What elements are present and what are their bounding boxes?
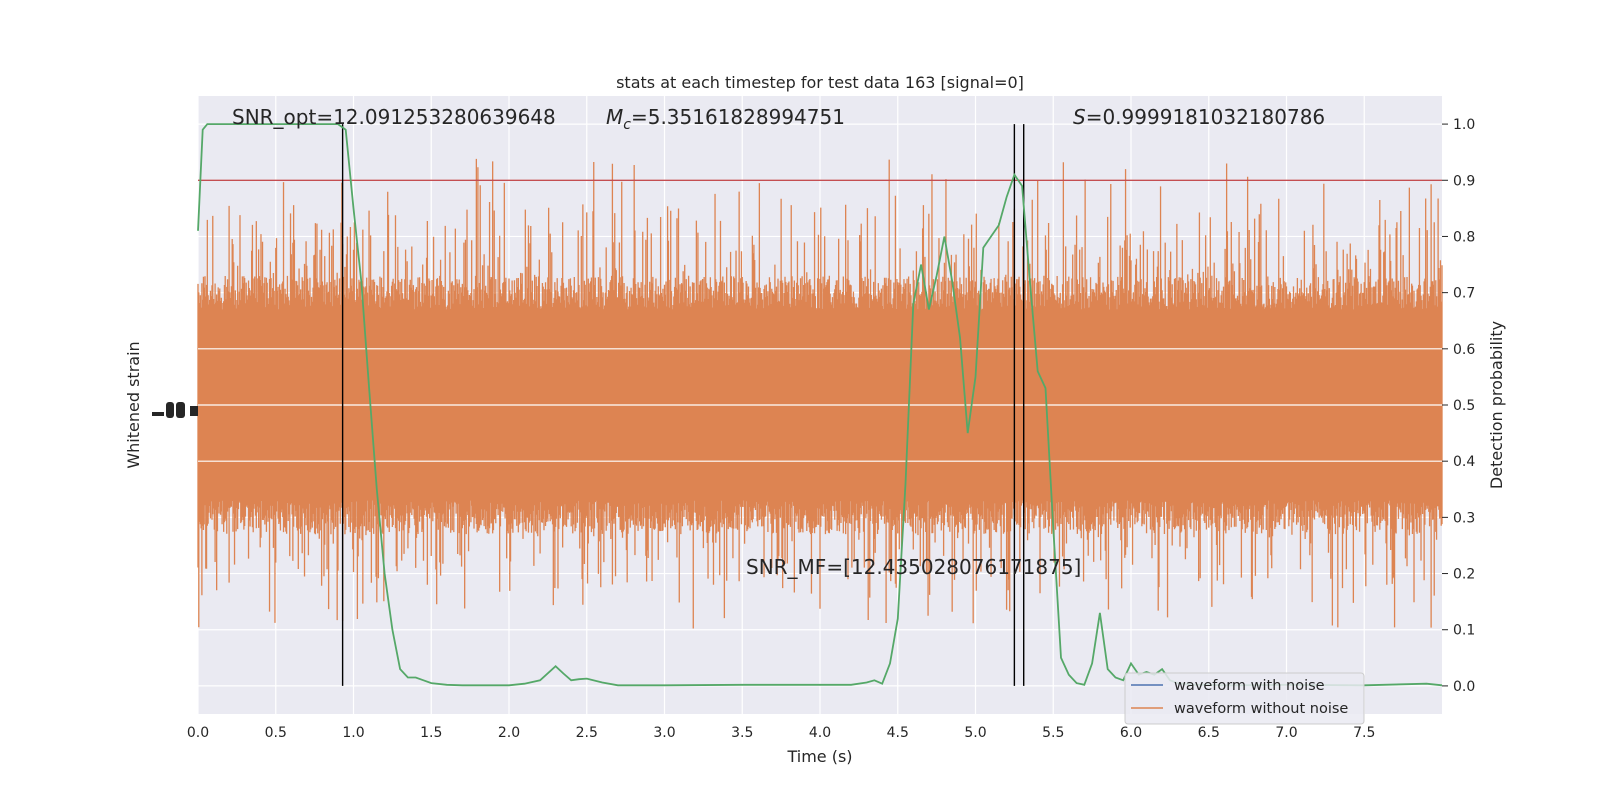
s-annotation: S=0.9999181032180786 [1073,105,1325,129]
y-tick-label-10: 1.0 [1453,117,1475,133]
y-axis-title-left: Whitened strain [124,341,143,468]
snr-mf-annotation: SNR_MF=[12.435028076171875] [746,555,1081,579]
y-axis-right: 0.0 0.1 0.2 0.3 0.4 0.5 0.6 0.7 0.8 0.9 1.0 [1442,117,1475,695]
x-tick-label-5: 2.5 [576,725,598,741]
mc-subscript: c [623,117,631,133]
y-tick-label-0: 0.0 [1453,679,1475,695]
legend-label-without-noise: waveform without noise [1174,701,1348,717]
x-tick-label-3: 1.5 [420,725,442,741]
chart-title: stats at each timestep for test data 163… [616,73,1024,92]
legend-label-with-noise: waveform with noise [1174,678,1325,694]
mc-value: =5.35161828994751 [631,105,845,129]
y-axis-title-right: Detection probability [1487,321,1506,489]
snr-opt-annotation: SNR_opt=12.091253280639648 [232,105,556,129]
y-tick-label-3: 0.3 [1453,510,1475,526]
x-tick-label-7: 3.5 [731,725,753,741]
legend-box [1124,672,1365,725]
x-tick-label-14: 7.0 [1275,725,1297,741]
y-tick-label-5: 0.5 [1453,398,1475,414]
y-tick-label-8: 0.8 [1453,229,1475,245]
x-tick-label-4: 2.0 [498,725,520,741]
x-tick-label-0: 0.0 [187,725,209,741]
x-tick-label-12: 6.0 [1120,725,1142,741]
left-axis-ticks-collapsed [152,402,198,418]
x-axis: 0.0 0.5 1.0 1.5 2.0 2.5 3.0 3.5 4.0 4.5 5.0 5.5 6.0 6… [187,725,1376,741]
x-tick-label-8: 4.0 [809,725,831,741]
x-axis-title: Time (s) [786,747,852,766]
mc-symbol: M [606,105,623,129]
vertical-markers [341,124,1025,686]
x-tick-label-15: 7.5 [1353,725,1375,741]
legend: waveform with noise waveform without noi… [1124,672,1365,725]
x-tick-label-13: 6.5 [1198,725,1220,741]
probability-series [197,123,1443,687]
x-tick-label-2: 1.0 [342,725,364,741]
y-tick-label-9: 0.9 [1453,173,1475,189]
y-tick-label-1: 0.1 [1453,623,1475,639]
x-tick-label-6: 3.0 [653,725,675,741]
waveform-without-noise-series [197,158,1443,629]
y-tick-label-4: 0.4 [1453,454,1475,470]
y-tick-label-6: 0.6 [1453,342,1475,358]
x-tick-label-1: 0.5 [265,725,287,741]
x-tick-label-10: 5.0 [964,725,986,741]
probability-line [197,123,1443,687]
y-tick-label-7: 0.7 [1453,286,1475,302]
x-tick-label-11: 5.5 [1042,725,1064,741]
y-tick-label-2: 0.2 [1453,567,1475,583]
chirp-mass-annotation: Mc=5.35161828994751 [606,105,845,133]
s-value: =0.9999181032180786 [1086,105,1325,129]
x-tick-label-9: 4.5 [887,725,909,741]
s-symbol: S [1073,105,1086,129]
